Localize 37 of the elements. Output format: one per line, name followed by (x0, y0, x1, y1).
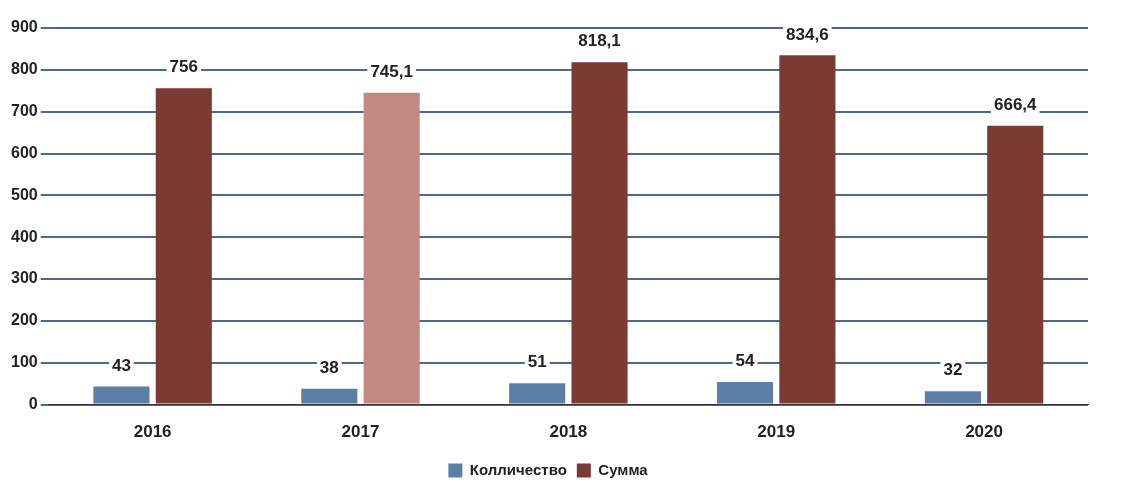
y-tick-label: 0 (28, 395, 38, 413)
x-tick-label: 2016 (133, 422, 172, 442)
data-label: 51 (527, 352, 547, 372)
bar (987, 125, 1044, 404)
y-tick-label: 600 (10, 143, 38, 161)
data-label: 32 (943, 360, 963, 380)
data-label: 38 (319, 357, 339, 377)
bar (155, 88, 212, 404)
x-tick-label: 2019 (757, 422, 796, 442)
y-tick-label: 300 (10, 269, 38, 287)
bar (571, 62, 628, 404)
y-tick-label: 500 (10, 185, 38, 203)
data-label: 43 (111, 355, 131, 375)
y-tick-label: 700 (10, 102, 38, 120)
y-tick-label: 400 (10, 227, 38, 245)
data-label: 54 (735, 351, 756, 371)
bar (779, 55, 836, 404)
x-tick-label: 2020 (965, 422, 1003, 442)
bar (509, 383, 566, 404)
x-tick-label: 2017 (341, 422, 380, 442)
data-label: 834,6 (786, 24, 829, 44)
bar (716, 382, 774, 404)
y-tick-label: 200 (10, 311, 38, 329)
y-tick-label: 100 (10, 353, 38, 371)
legend-label: Сумма (598, 460, 649, 478)
bar (301, 388, 358, 404)
y-tick-label: 800 (10, 60, 38, 78)
bar (93, 386, 150, 404)
data-label: 756 (169, 57, 198, 77)
data-label: 666,4 (993, 94, 1038, 114)
bar (924, 391, 981, 404)
y-tick-label: 900 (10, 18, 38, 36)
legend-label: Колличество (469, 460, 567, 478)
data-label: 818,1 (578, 31, 621, 51)
data-label: 745,1 (370, 62, 413, 81)
bar (363, 92, 420, 404)
x-tick-label: 2018 (549, 422, 588, 442)
